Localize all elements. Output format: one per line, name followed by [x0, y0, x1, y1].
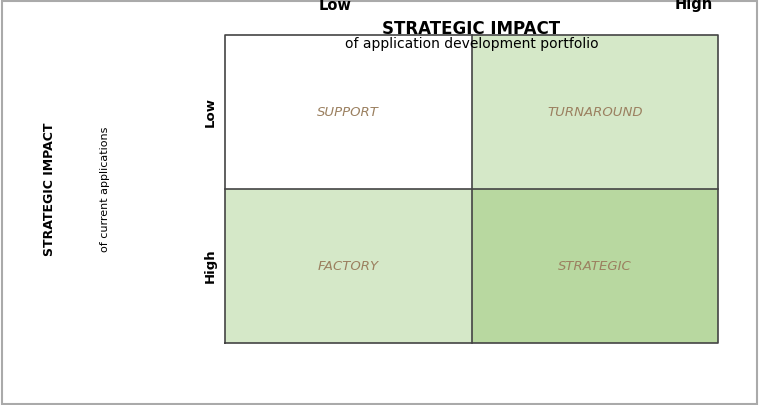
Text: High: High: [675, 0, 713, 13]
Bar: [225, 189, 471, 343]
Text: STRATEGIC IMPACT: STRATEGIC IMPACT: [383, 20, 561, 38]
Text: of current applications: of current applications: [100, 126, 110, 252]
Text: of application development portfolio: of application development portfolio: [345, 37, 598, 51]
Text: STRATEGIC IMPACT: STRATEGIC IMPACT: [43, 122, 56, 256]
Text: FACTORY: FACTORY: [318, 260, 379, 273]
Bar: [471, 189, 718, 343]
Text: Low: Low: [318, 0, 351, 13]
Bar: [471, 35, 718, 189]
Text: STRATEGIC: STRATEGIC: [558, 260, 631, 273]
Text: TURNAROUND: TURNAROUND: [547, 105, 643, 119]
Text: High: High: [204, 249, 217, 284]
Text: Low: Low: [204, 97, 217, 127]
Bar: [225, 35, 471, 189]
Text: SUPPORT: SUPPORT: [317, 105, 380, 119]
